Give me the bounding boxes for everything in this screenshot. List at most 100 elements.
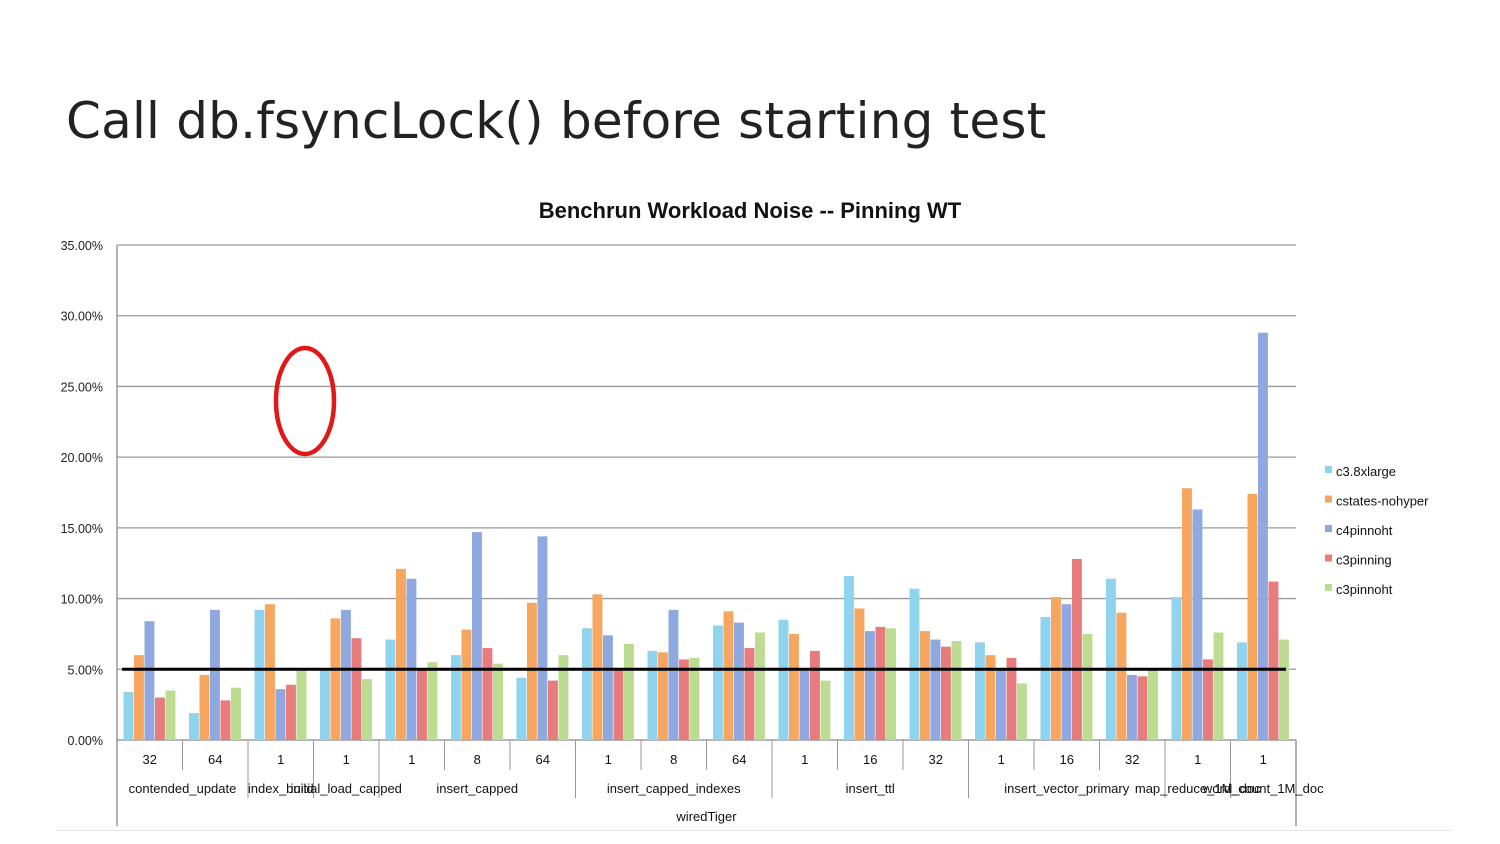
bar-c3pinning: [351, 638, 362, 740]
bar-c4pinnoht: [865, 631, 875, 740]
legend-swatch: [1325, 554, 1332, 562]
x-tick-label: 1: [343, 752, 350, 767]
bar-cstates-nohyper: [1182, 488, 1192, 740]
bar-c3pinning: [220, 700, 231, 740]
bar-cstates-nohyper: [199, 674, 210, 740]
y-tick-label: 10.00%: [61, 593, 103, 607]
bar-cstates-nohyper: [658, 652, 668, 740]
x-group-label: map_reduce_1M_doc: [1135, 781, 1261, 796]
bar-c3pinning: [155, 697, 165, 740]
bar-c3.8xlarge: [254, 609, 265, 740]
bar-c3pinning: [679, 659, 689, 740]
x-tick-label: 64: [536, 752, 550, 767]
bar-c3pinnoht: [427, 662, 438, 740]
legend-label: c3pinning: [1336, 553, 1392, 568]
bar-c3pinning: [744, 648, 755, 740]
x-tick-label: 8: [474, 752, 481, 767]
bar-cstates-nohyper: [461, 629, 472, 740]
x-group-label: insert_ttl: [846, 781, 895, 796]
bar-c3.8xlarge: [1237, 642, 1247, 740]
bar-c3pinnoht: [1213, 632, 1224, 740]
bar-c4pinnoht: [1192, 509, 1203, 740]
bar-cstates-nohyper: [330, 618, 341, 740]
bar-c3.8xlarge: [189, 713, 199, 740]
bar-c4pinnoht: [537, 536, 548, 740]
x-tick-label: 1: [408, 752, 415, 767]
legend-swatch: [1325, 525, 1332, 532]
bar-c4pinnoht: [996, 669, 1006, 740]
bar-c3pinnoht: [820, 680, 831, 740]
bar-c3pinnoht: [886, 628, 896, 740]
bar-c4pinnoht: [1258, 332, 1268, 740]
bar-c3.8xlarge: [123, 691, 134, 740]
bar-c3pinnoht: [755, 632, 765, 740]
bar-c4pinnoht: [734, 622, 744, 740]
y-tick-label: 15.00%: [61, 522, 103, 536]
bar-c3pinnoht: [1279, 639, 1289, 740]
x-tick-label: 16: [863, 752, 877, 767]
bar-c3.8xlarge: [451, 655, 461, 740]
bar-cstates-nohyper: [1247, 493, 1258, 740]
bar-c4pinnoht: [668, 609, 679, 740]
bar-c3pinning: [875, 626, 886, 740]
bar-c3pinning: [286, 684, 296, 740]
x-group-label: word_count_1M_doc: [1202, 781, 1324, 796]
bar-c3pinnoht: [558, 655, 569, 740]
bar-cstates-nohyper: [134, 655, 144, 740]
bar-c4pinnoht: [144, 621, 155, 740]
legend-label: c4pinnoht: [1336, 523, 1393, 538]
bar-c3pinnoht: [951, 641, 962, 740]
x-group-label: insert_vector_primary: [1004, 781, 1129, 796]
bar-c3pinnoht: [165, 690, 176, 740]
bar-cstates-nohyper: [789, 633, 799, 740]
x-tick-label: 32: [929, 752, 943, 767]
bar-c4pinnoht: [1061, 604, 1072, 740]
bar-c3pinnoht: [1148, 669, 1158, 740]
x-tick-label: 1: [998, 752, 1005, 767]
slide-bottom-rule: [56, 830, 1452, 831]
y-tick-label: 20.00%: [61, 451, 103, 465]
x-group-label: contended_update: [129, 781, 237, 796]
x-tick-label: 1: [1260, 752, 1267, 767]
bar-c3pinning: [1006, 657, 1017, 740]
legend-label: c3pinnoht: [1336, 582, 1393, 597]
y-tick-label: 25.00%: [61, 380, 103, 394]
bar-cstates-nohyper: [1116, 612, 1127, 740]
bar-c3.8xlarge: [844, 575, 854, 740]
bar-c3pinnoht: [231, 687, 241, 740]
x-tick-label: 32: [143, 752, 157, 767]
highlight-ellipse: [273, 345, 337, 457]
bar-cstates-nohyper: [396, 568, 406, 740]
y-tick-label: 5.00%: [68, 663, 103, 677]
x-tick-label: 16: [1060, 752, 1074, 767]
bar-c3pinnoht: [1017, 683, 1027, 740]
x-tick-label: 1: [801, 752, 808, 767]
x-group-label: index_build: [248, 781, 314, 796]
y-tick-label: 35.00%: [61, 239, 103, 253]
x-group-label: insert_capped: [436, 781, 518, 796]
bar-c4pinnoht: [210, 609, 220, 740]
bar-c3.8xlarge: [909, 588, 920, 740]
bar-c3pinning: [548, 680, 558, 740]
bar-cstates-nohyper: [265, 604, 275, 740]
bar-c3.8xlarge: [647, 650, 658, 740]
bar-c3.8xlarge: [713, 625, 723, 740]
bar-c3.8xlarge: [1106, 578, 1116, 740]
bar-c4pinnoht: [930, 639, 941, 740]
bar-c3pinnoht: [624, 643, 634, 740]
bar-c4pinnoht: [275, 689, 286, 740]
bar-c3pinnoht: [296, 670, 307, 740]
bar-c3.8xlarge: [778, 619, 789, 740]
bar-c3pinning: [613, 667, 624, 740]
bar-cstates-nohyper: [854, 608, 865, 740]
bar-cstates-nohyper: [527, 602, 537, 740]
x-group-label: initial_load_capped: [291, 781, 402, 796]
bar-c3pinning: [810, 650, 820, 740]
bar-c3pinning: [941, 646, 951, 740]
bar-cstates-nohyper: [723, 611, 734, 740]
bar-c3pinnoht: [1082, 633, 1093, 740]
legend-swatch: [1325, 495, 1332, 503]
x-tick-label: 64: [208, 752, 222, 767]
legend-swatch: [1325, 466, 1332, 473]
